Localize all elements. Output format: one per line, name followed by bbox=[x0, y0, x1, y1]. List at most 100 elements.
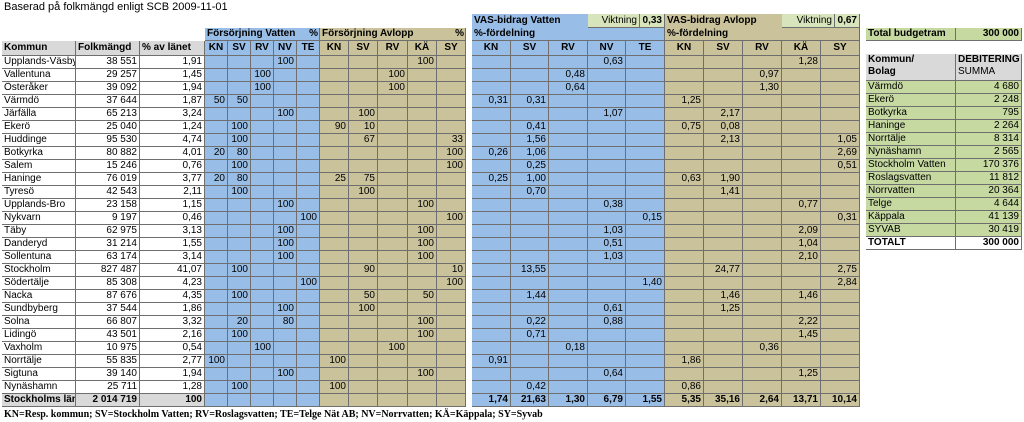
value-cell: 1,30 bbox=[743, 82, 782, 95]
value-cell bbox=[472, 160, 511, 173]
value-cell bbox=[549, 95, 588, 108]
value-cell: 10 bbox=[437, 264, 466, 277]
value-cell bbox=[665, 82, 704, 95]
value-cell bbox=[704, 95, 743, 108]
value-cell bbox=[821, 173, 860, 186]
value-cell bbox=[821, 368, 860, 381]
value-cell bbox=[743, 225, 782, 238]
value-cell: 1,15 bbox=[140, 199, 205, 212]
column-header: SV bbox=[511, 41, 549, 56]
value-cell bbox=[437, 329, 466, 342]
value-cell bbox=[378, 264, 408, 277]
value-cell bbox=[437, 290, 466, 303]
value-cell: 9 197 bbox=[76, 212, 140, 225]
value-cell bbox=[472, 238, 511, 251]
value-cell bbox=[626, 316, 665, 329]
value-cell: 100 bbox=[228, 134, 251, 147]
value-cell bbox=[408, 173, 437, 186]
value-cell bbox=[378, 381, 408, 394]
value-cell: 4,01 bbox=[140, 147, 205, 160]
value-cell bbox=[205, 277, 228, 290]
value-cell bbox=[588, 121, 626, 134]
value-cell: 50 bbox=[349, 290, 378, 303]
debitering-value: 2 264 bbox=[956, 120, 1022, 133]
debitering-value: 2 248 bbox=[956, 94, 1022, 107]
value-cell bbox=[349, 251, 378, 264]
value-cell: 42 543 bbox=[76, 186, 140, 199]
value-cell bbox=[437, 199, 466, 212]
kommun-cell: Vallentuna bbox=[2, 69, 76, 82]
value-cell: 1,05 bbox=[821, 134, 860, 147]
value-cell: 100 bbox=[408, 56, 437, 69]
value-cell bbox=[665, 303, 704, 316]
viktning-value: 0,67 bbox=[835, 14, 860, 28]
value-cell bbox=[704, 381, 743, 394]
value-cell: 100 bbox=[274, 199, 297, 212]
total-value: 2 014 719 bbox=[76, 394, 140, 407]
value-cell bbox=[437, 69, 466, 82]
value-cell bbox=[588, 329, 626, 342]
value-cell: 100 bbox=[378, 82, 408, 95]
value-cell: 0,31 bbox=[511, 95, 549, 108]
value-cell bbox=[782, 342, 821, 355]
value-cell bbox=[251, 290, 274, 303]
value-cell: 1,45 bbox=[782, 329, 821, 342]
value-cell bbox=[704, 160, 743, 173]
value-cell bbox=[274, 160, 297, 173]
value-cell bbox=[549, 121, 588, 134]
value-cell bbox=[408, 264, 437, 277]
value-cell bbox=[378, 251, 408, 264]
debitering-name: Botkyrka bbox=[866, 107, 956, 120]
value-cell bbox=[782, 160, 821, 173]
value-cell bbox=[251, 212, 274, 225]
value-cell bbox=[349, 69, 378, 82]
value-cell bbox=[408, 394, 437, 407]
value-cell: 76 019 bbox=[76, 173, 140, 186]
value-cell bbox=[349, 368, 378, 381]
kommun-cell: Sigtuna bbox=[2, 368, 76, 381]
value-cell bbox=[297, 95, 320, 108]
value-cell bbox=[472, 368, 511, 381]
value-cell: 75 bbox=[349, 173, 378, 186]
value-cell bbox=[228, 342, 251, 355]
value-cell bbox=[378, 225, 408, 238]
value-cell bbox=[378, 238, 408, 251]
kommun-cell: Järfälla bbox=[2, 108, 76, 121]
value-cell bbox=[472, 251, 511, 264]
viktning-value: 0,33 bbox=[640, 14, 665, 28]
value-cell bbox=[205, 238, 228, 251]
debitering-name: SYVAB bbox=[866, 224, 956, 237]
value-cell: 37 544 bbox=[76, 303, 140, 316]
value-cell: 0,08 bbox=[704, 121, 743, 134]
value-cell bbox=[743, 316, 782, 329]
value-cell bbox=[665, 316, 704, 329]
value-cell bbox=[665, 290, 704, 303]
value-cell bbox=[472, 108, 511, 121]
value-cell: 100 bbox=[274, 303, 297, 316]
value-cell bbox=[297, 264, 320, 277]
value-cell bbox=[320, 160, 349, 173]
value-cell bbox=[704, 251, 743, 264]
value-cell: 0,63 bbox=[588, 56, 626, 69]
value-cell bbox=[626, 381, 665, 394]
value-cell: 1,03 bbox=[588, 225, 626, 238]
value-cell bbox=[626, 303, 665, 316]
value-cell: 1,86 bbox=[140, 303, 205, 316]
column-header: RV bbox=[549, 41, 588, 56]
value-cell: 100 bbox=[320, 381, 349, 394]
value-cell: 80 bbox=[228, 147, 251, 160]
value-cell bbox=[251, 95, 274, 108]
value-cell bbox=[549, 251, 588, 264]
column-header: SV bbox=[704, 41, 743, 56]
value-cell bbox=[320, 238, 349, 251]
value-cell bbox=[349, 95, 378, 108]
value-cell: 3,32 bbox=[140, 316, 205, 329]
value-cell bbox=[472, 199, 511, 212]
value-cell: 35,16 bbox=[704, 394, 743, 407]
value-cell bbox=[378, 277, 408, 290]
value-cell bbox=[704, 329, 743, 342]
debitering-name: Norrvatten bbox=[866, 185, 956, 198]
value-cell bbox=[782, 108, 821, 121]
value-cell: 100 bbox=[408, 329, 437, 342]
value-cell: 0,97 bbox=[743, 69, 782, 82]
